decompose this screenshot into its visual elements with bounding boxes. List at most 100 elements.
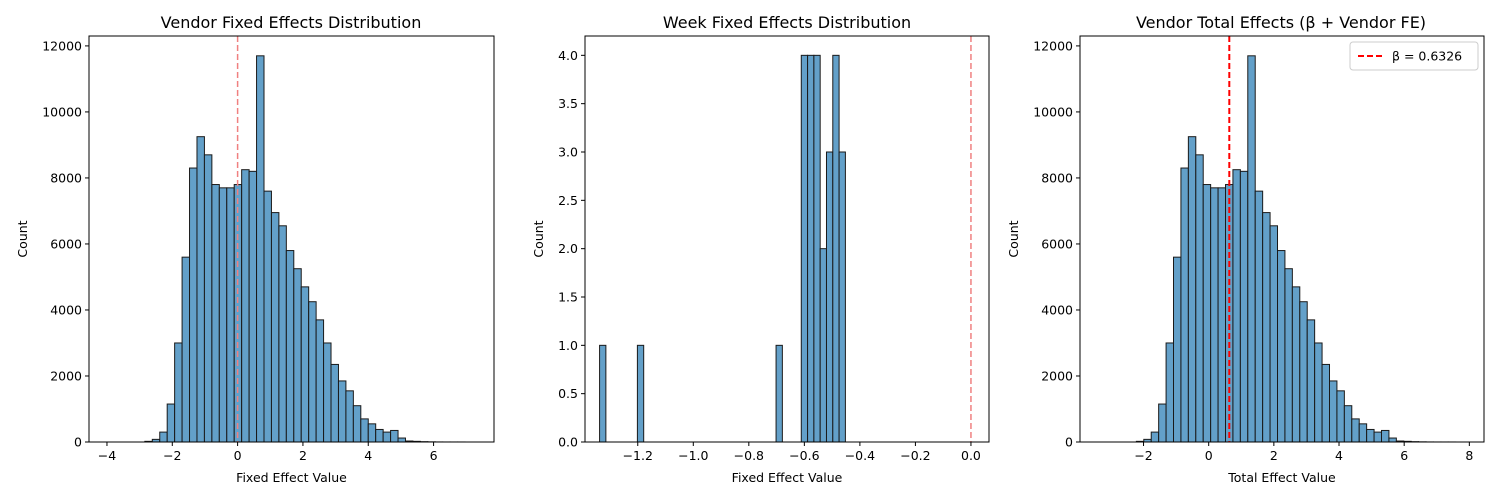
bars-group <box>599 54 846 443</box>
x-tick-label: 2 <box>1270 448 1278 463</box>
y-tick-label: 4000 <box>1041 302 1073 317</box>
histogram-bar <box>367 423 377 443</box>
histogram-bar <box>807 54 815 443</box>
histogram-bar <box>1291 286 1301 443</box>
x-tick-label: −0.6 <box>789 448 819 463</box>
histogram-bar <box>1262 212 1271 443</box>
plot-frame <box>88 35 495 443</box>
y-tick-label: 6000 <box>50 236 82 251</box>
y-tick-label: 10000 <box>1033 104 1073 119</box>
histogram-bar <box>308 301 317 443</box>
x-ticks: −2 0 2 4 6 8 <box>1134 442 1473 463</box>
histogram-bar <box>1373 431 1383 443</box>
histogram-bar <box>1269 225 1279 443</box>
histogram-bar <box>159 431 168 443</box>
histogram-bar <box>838 151 846 443</box>
histogram-bar <box>1217 187 1227 443</box>
y-tick-label: 2.5 <box>558 193 578 208</box>
histogram-bar <box>382 431 392 443</box>
y-tick-label: 6000 <box>1041 236 1073 251</box>
legend-label: β = 0.6326 <box>1392 49 1462 64</box>
histogram-bar <box>1247 55 1256 443</box>
x-tick-label: 4 <box>1335 448 1343 463</box>
histogram-bar <box>360 418 369 443</box>
histogram-bar <box>1329 380 1338 443</box>
histogram-bar <box>1210 187 1219 443</box>
histogram-bar <box>293 268 302 443</box>
histogram-bar <box>1187 136 1197 443</box>
histogram-bar <box>832 54 840 443</box>
y-tick-label: 1.5 <box>558 290 578 305</box>
histogram-bar <box>263 190 272 443</box>
y-tick-label: 2.0 <box>558 241 578 256</box>
x-tick-label: 6 <box>1400 448 1408 463</box>
histogram-bar <box>1202 184 1212 443</box>
y-tick-label: 12000 <box>1033 38 1073 53</box>
histogram-bar <box>1299 301 1308 443</box>
histogram-bar <box>1180 167 1189 443</box>
histogram-bar <box>241 169 250 443</box>
y-tick-label: 0 <box>74 435 82 450</box>
histogram-bar <box>203 154 213 443</box>
histogram-bar <box>1173 256 1182 443</box>
x-tick-label: −4 <box>98 448 116 463</box>
plot-frame <box>1079 35 1485 443</box>
histogram-bar <box>1232 169 1241 443</box>
histogram-bar <box>248 170 258 443</box>
histogram-bar <box>352 405 362 443</box>
y-tick-label: 8000 <box>50 170 82 185</box>
plot-frame <box>584 35 990 443</box>
chart-title: Vendor Fixed Effects Distribution <box>161 13 422 32</box>
histogram-bar <box>196 136 205 443</box>
x-axis-label: Total Effect Value <box>1227 470 1336 485</box>
histogram-bar <box>375 428 384 443</box>
histogram-bar <box>330 363 339 443</box>
y-tick-label: 4.0 <box>558 48 578 63</box>
x-tick-label: −1.0 <box>678 448 708 463</box>
histogram-bar <box>285 250 295 443</box>
y-tick-label: 4000 <box>50 302 82 317</box>
histogram-bar <box>181 256 191 443</box>
histogram-bar <box>226 187 235 443</box>
histogram-bar <box>1381 429 1390 443</box>
histogram-bar <box>1195 154 1204 443</box>
x-tick-label: −0.2 <box>900 448 930 463</box>
histogram-bar <box>315 319 325 443</box>
x-tick-label: 2 <box>299 448 307 463</box>
histogram-bar <box>1388 437 1397 443</box>
x-tick-label: 0 <box>1205 448 1213 463</box>
y-axis-label: Count <box>15 220 30 257</box>
histogram-bar <box>337 380 347 443</box>
x-tick-label: 6 <box>430 448 438 463</box>
histogram-bar <box>1343 405 1353 443</box>
y-tick-label: 3.5 <box>558 96 578 111</box>
histogram-bar <box>775 344 783 443</box>
chart-vendor-fixed-effects: Vendor Fixed Effects Distribution −4 −2 0 2… <box>15 13 495 485</box>
x-tick-label: −1.2 <box>623 448 653 463</box>
y-tick-label: 2000 <box>1041 368 1073 383</box>
chart-title: Week Fixed Effects Distribution <box>663 13 911 32</box>
x-tick-label: 0 <box>234 448 242 463</box>
histogram-bar <box>345 390 354 443</box>
histogram-bar <box>1351 418 1360 443</box>
y-tick-label: 8000 <box>1041 170 1073 185</box>
histogram-bar <box>599 344 607 443</box>
histogram-bar <box>233 184 243 443</box>
chart-title: Vendor Total Effects (β + Vendor FE) <box>1136 13 1426 32</box>
x-ticks: −1.2 −1.0 −0.8 −0.6 −0.4 −0.2 0.0 <box>623 442 981 463</box>
histogram-bar <box>166 403 176 443</box>
histogram-bar <box>211 184 220 443</box>
legend: β = 0.6326 <box>1349 41 1479 71</box>
x-tick-label: −0.8 <box>734 448 764 463</box>
histogram-bar <box>800 54 809 443</box>
bars-group <box>144 55 466 443</box>
histogram-bar <box>270 212 280 443</box>
y-tick-label: 3.0 <box>558 145 578 160</box>
y-ticks: 0 2000 4000 6000 8000 10000 12000 <box>42 38 89 450</box>
x-tick-label: 0.0 <box>961 448 981 463</box>
histogram-bar <box>189 167 198 443</box>
y-ticks: 0 2000 4000 6000 8000 10000 12000 <box>1033 38 1080 450</box>
histogram-bar <box>300 286 310 443</box>
y-tick-label: 0 <box>1065 435 1073 450</box>
